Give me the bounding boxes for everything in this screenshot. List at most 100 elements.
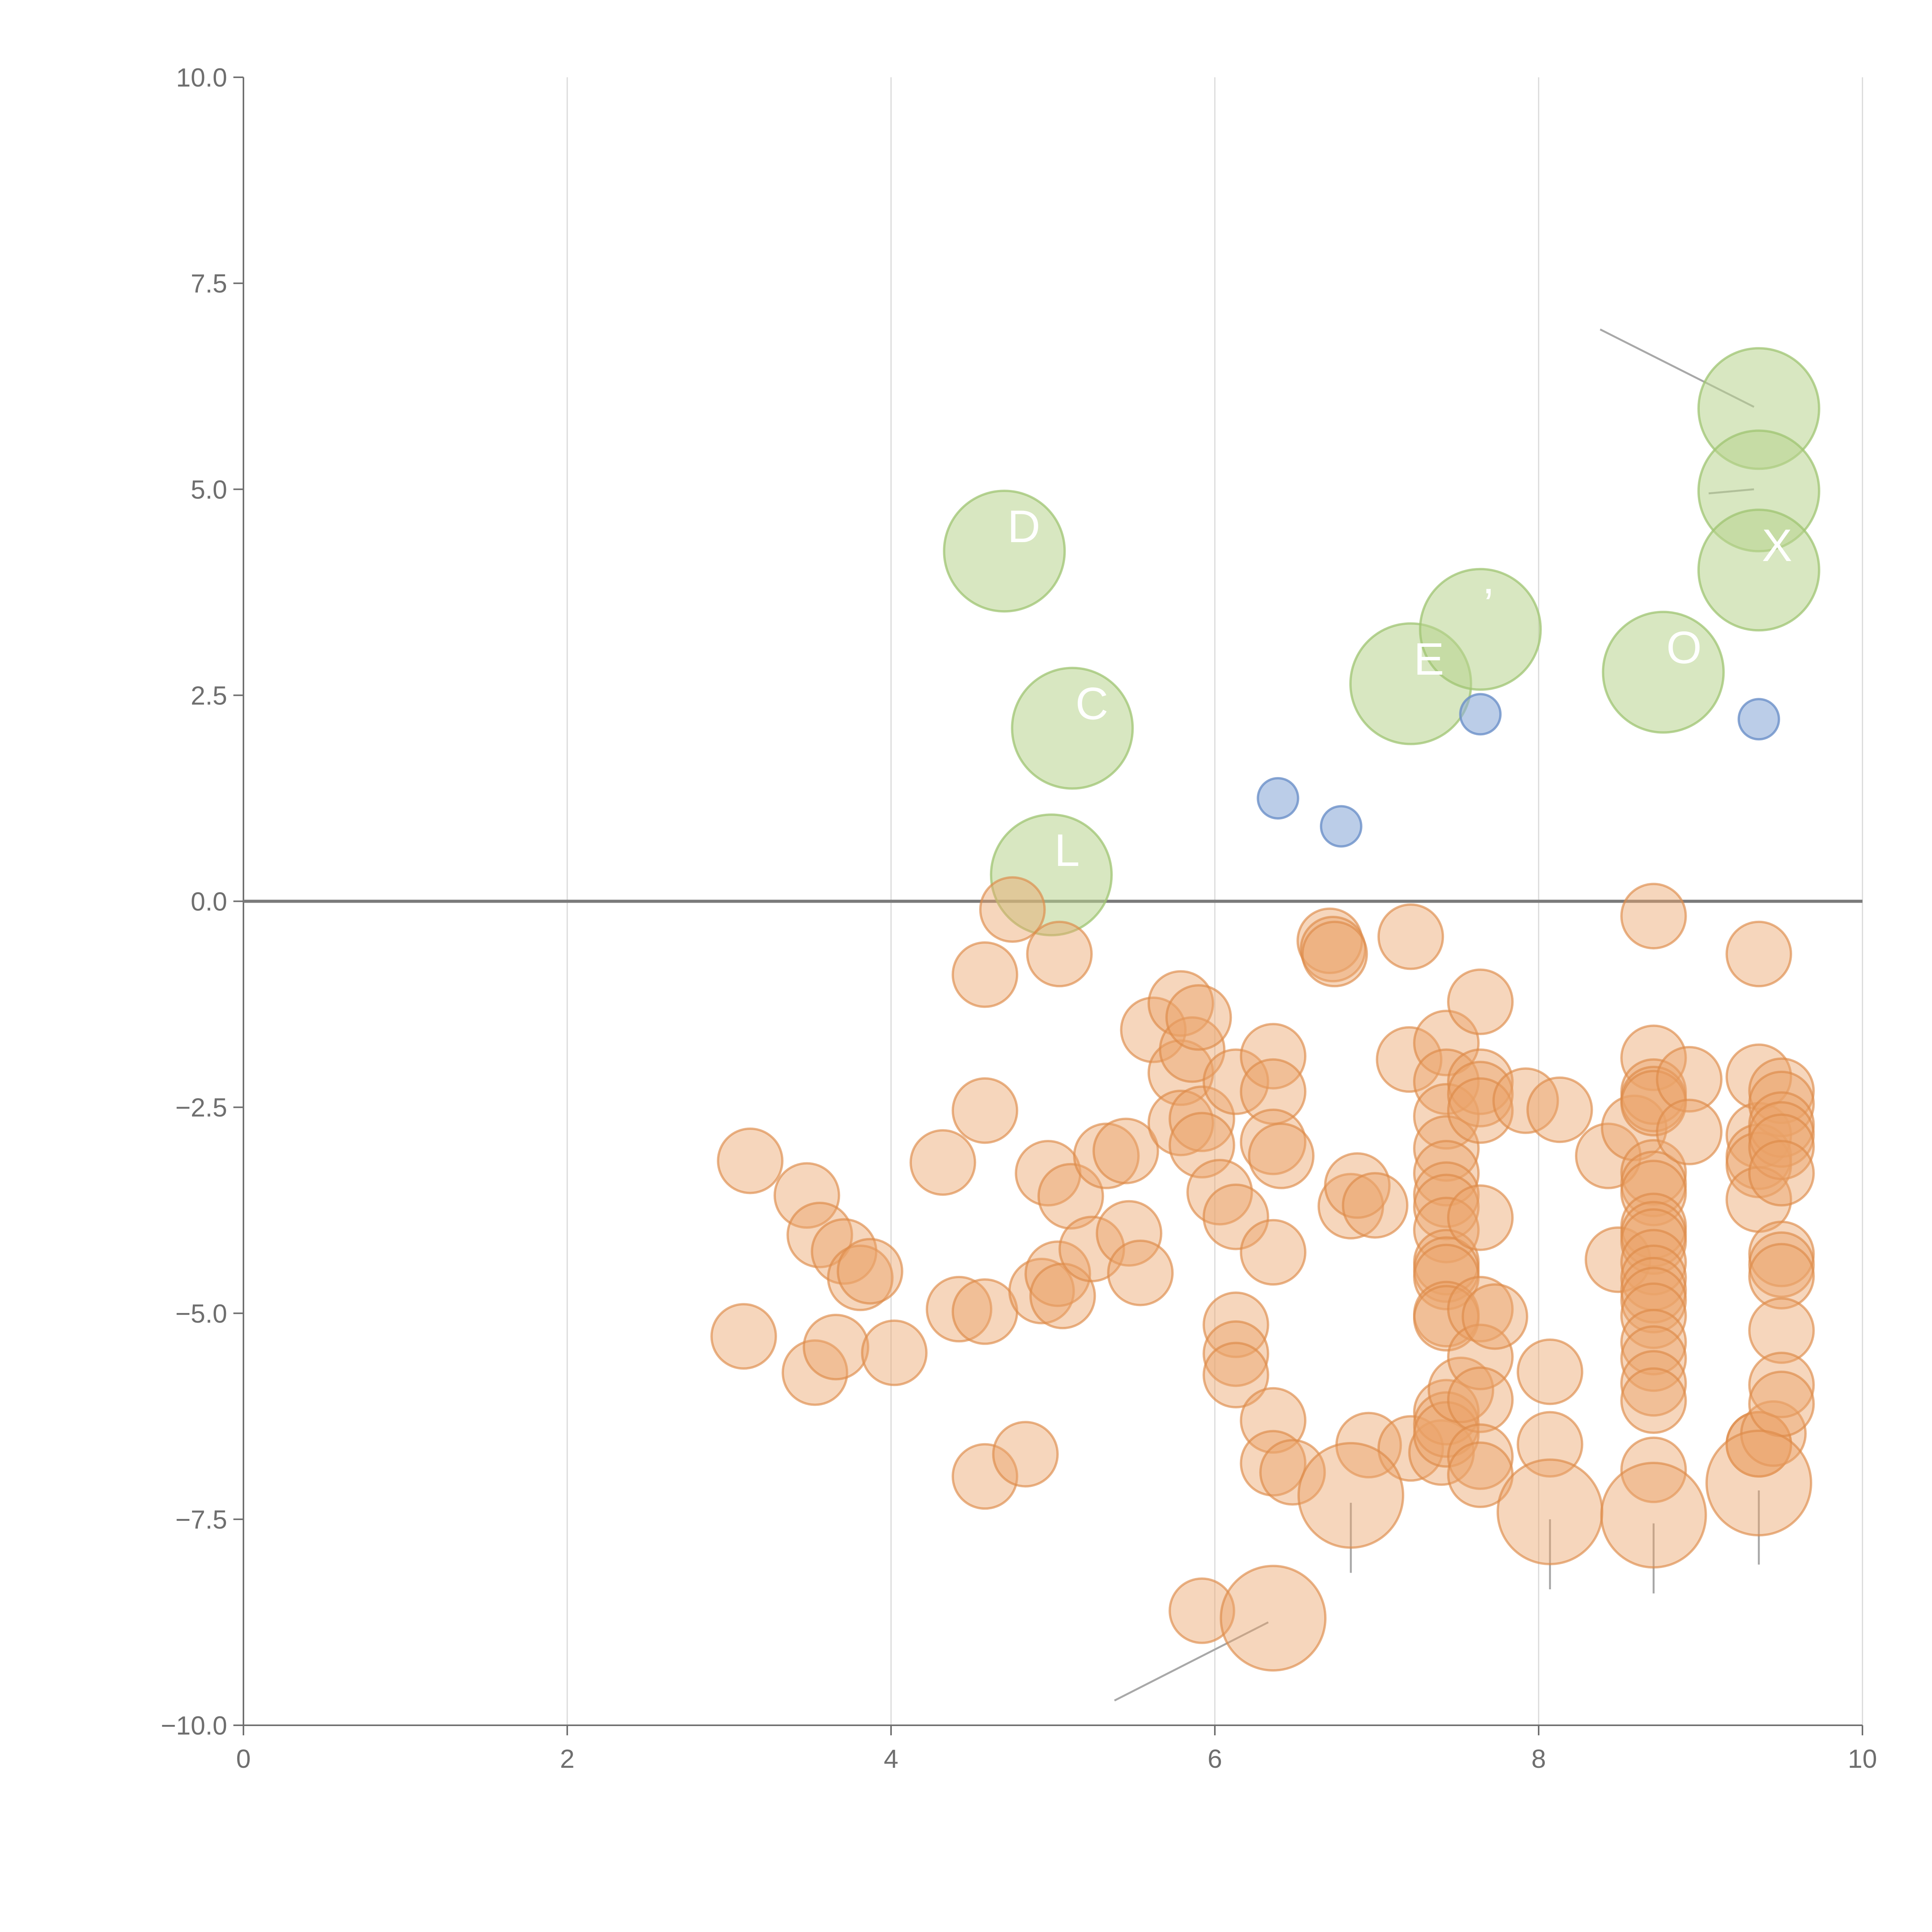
negative-point xyxy=(1168,1085,1235,1152)
y-tick-label: −2.5 xyxy=(175,1093,227,1122)
negative-point xyxy=(1517,1411,1583,1478)
bubble-label: ’ xyxy=(1483,579,1493,630)
x-tick-label: 0 xyxy=(236,1744,251,1774)
negative-point xyxy=(1620,1267,1687,1333)
y-tick-label: −10.0 xyxy=(161,1711,227,1740)
negative-point xyxy=(1413,1285,1480,1352)
bubble-label: E xyxy=(1414,634,1444,685)
negative-point xyxy=(861,1319,928,1386)
y-tick-label: 5.0 xyxy=(190,475,227,504)
negative-point xyxy=(1427,1356,1495,1423)
positive-small-point xyxy=(1737,698,1780,741)
negative-large-point xyxy=(1705,1429,1813,1537)
negative-point xyxy=(1202,1291,1269,1358)
y-tick-label: 7.5 xyxy=(190,269,227,298)
negative-point xyxy=(837,1238,903,1305)
negative-point xyxy=(1748,1371,1815,1437)
positive-large-point xyxy=(1697,509,1820,632)
negative-point xyxy=(992,1421,1059,1488)
y-tick-label: 2.5 xyxy=(190,681,227,710)
negative-point xyxy=(1058,1216,1125,1282)
bubble-label: D xyxy=(1007,501,1040,552)
negative-point xyxy=(1413,1115,1480,1182)
negative-point xyxy=(1147,1089,1214,1156)
negative-point xyxy=(1413,1140,1480,1207)
negative-point xyxy=(1186,1159,1253,1226)
negative-point xyxy=(1259,1439,1326,1506)
x-tick-label: 10 xyxy=(1848,1744,1877,1774)
negative-point xyxy=(1377,903,1444,970)
negative-point xyxy=(951,1278,1019,1345)
negative-point xyxy=(1202,1342,1269,1408)
negative-large-point xyxy=(1219,1565,1327,1672)
positive-small-point xyxy=(1459,693,1502,736)
negative-point xyxy=(1202,1048,1269,1115)
negative-point xyxy=(979,876,1046,943)
positive-large-point xyxy=(990,813,1113,937)
negative-point xyxy=(1748,1297,1815,1364)
negative-point xyxy=(1447,968,1514,1035)
negative-point xyxy=(1461,1283,1529,1350)
negative-point xyxy=(717,1128,784,1194)
axes: 10.0 7.5 5.0 2.5 0.0 −2.5 −5.0 −7.5 −10.0 0 2 4 6 8 10 xyxy=(161,63,1877,1774)
annotation-leader-line xyxy=(1114,1621,1269,1702)
negative-point xyxy=(1202,1184,1269,1250)
negative-point xyxy=(1725,920,1793,988)
negative-point xyxy=(1092,1117,1159,1184)
bubble-labels: D C L E ’ O X xyxy=(1007,501,1792,876)
negative-large-point xyxy=(1497,1458,1604,1565)
negative-point xyxy=(909,1129,976,1196)
negative-point xyxy=(1620,1024,1687,1091)
positive-small-point xyxy=(1257,777,1299,820)
x-tick-label: 8 xyxy=(1531,1744,1546,1774)
negative-point xyxy=(1120,996,1187,1063)
negative-point xyxy=(1620,883,1687,950)
negative-point xyxy=(1620,1350,1687,1417)
y-tick-label: 10.0 xyxy=(176,63,227,92)
negative-point xyxy=(1168,1577,1235,1644)
negative-point xyxy=(951,1077,1019,1144)
bubble-label: C xyxy=(1075,678,1108,729)
negative-point xyxy=(1168,1112,1235,1179)
negative-point xyxy=(1073,1122,1140,1189)
negative-point xyxy=(1748,1243,1815,1310)
negative-point xyxy=(1526,1076,1593,1143)
bubble-label: X xyxy=(1762,520,1793,571)
y-tick-label: −7.5 xyxy=(175,1505,227,1534)
negative-large-point xyxy=(1297,1442,1405,1549)
negative-point xyxy=(1748,1113,1815,1180)
negative-point xyxy=(1240,1430,1307,1497)
negative-point xyxy=(1656,1046,1723,1113)
negative-point xyxy=(786,1201,853,1269)
negative-point xyxy=(1165,984,1232,1051)
negative-point xyxy=(1240,1023,1307,1090)
negative-point xyxy=(1026,920,1093,988)
negative-point xyxy=(1376,1026,1443,1093)
negative-point xyxy=(1147,970,1214,1037)
positive-large-point xyxy=(943,490,1066,613)
negative-point xyxy=(1447,1366,1514,1433)
negative-point xyxy=(1517,1338,1583,1405)
x-tick-label: 6 xyxy=(1208,1744,1222,1774)
bubbles xyxy=(710,347,1820,1672)
negative-point xyxy=(1413,1401,1480,1468)
negative-point xyxy=(1748,1140,1815,1207)
negative-point xyxy=(1620,1367,1687,1434)
y-tick-label: 0.0 xyxy=(190,887,227,917)
negative-point xyxy=(1095,1200,1163,1267)
negative-point xyxy=(1656,1099,1723,1165)
negative-point xyxy=(1107,1240,1174,1306)
negative-point xyxy=(827,1244,894,1311)
negative-point xyxy=(1620,1309,1687,1376)
negative-point xyxy=(1299,915,1367,983)
negative-point xyxy=(1413,1048,1480,1115)
negative-point xyxy=(1748,1091,1815,1158)
positive-large-point xyxy=(1011,667,1134,790)
bubble-label: L xyxy=(1054,825,1080,876)
negative-large-point xyxy=(1600,1462,1707,1569)
negative-point xyxy=(1324,1152,1391,1219)
negative-point xyxy=(1240,1219,1307,1286)
negative-point xyxy=(1620,1208,1687,1275)
